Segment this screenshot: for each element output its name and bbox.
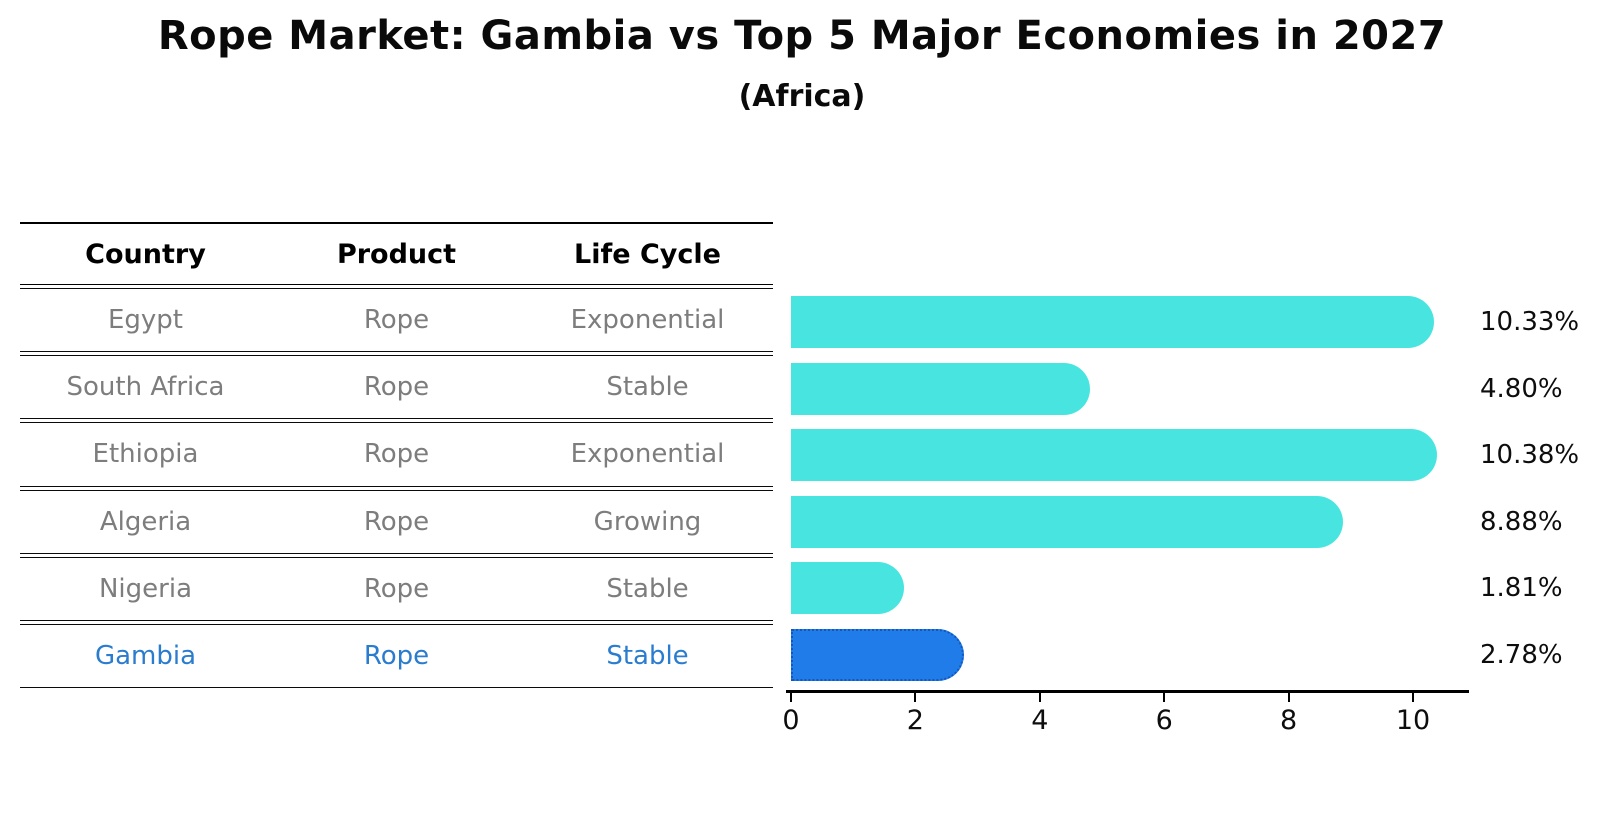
chart-subtitle: (Africa) [738, 79, 866, 114]
column-header-product: Product [336, 238, 457, 270]
table-row: South Africa Rope Stable [20, 355, 773, 420]
product-cell: Rope [363, 439, 430, 470]
product-cell: Rope [363, 372, 430, 403]
bar-row [791, 489, 1469, 556]
table-row: Ethiopia Rope Exponential [20, 422, 773, 487]
life-cycle-cell: Stable [606, 372, 689, 403]
country-cell: Egypt [107, 305, 184, 336]
product-cell: Rope [363, 305, 430, 336]
country-cell: Gambia [94, 640, 197, 671]
product-cell: Rope [363, 640, 430, 671]
x-axis-tick-label: 8 [1280, 705, 1298, 736]
table-row: Nigeria Rope Stable [20, 556, 773, 621]
value-label: 1.81% [1480, 573, 1563, 604]
value-label: 8.88% [1480, 506, 1563, 537]
table-row: Egypt Rope Exponential [20, 288, 773, 353]
bar-row [791, 622, 1469, 689]
x-axis-tick-label: 2 [906, 705, 924, 736]
x-axis-tick-mark [914, 692, 917, 702]
value-label: 10.38% [1480, 440, 1580, 471]
column-header-country: Country [85, 238, 206, 270]
life-cycle-cell: Exponential [570, 439, 725, 470]
column-header-life-cycle: Life Cycle [574, 238, 721, 270]
value-label: 2.78% [1480, 639, 1563, 670]
x-axis-tick-mark [790, 692, 792, 702]
x-axis-tick-label: 6 [1155, 705, 1173, 736]
bar-gambia-highlighted [791, 628, 964, 681]
x-axis-tick-mark [1038, 692, 1041, 702]
bar-egypt [791, 296, 1434, 348]
bar-row [791, 555, 1469, 622]
table-header-row: Country Product Life Cycle [20, 222, 773, 285]
value-label: 10.33% [1480, 307, 1580, 338]
x-axis-tick-label: 0 [782, 705, 800, 736]
life-cycle-cell: Growing [593, 506, 702, 537]
country-table: Country Product Life Cycle Egypt Rope Ex… [20, 222, 773, 689]
table-row-gambia-highlighted: Gambia Rope Stable [20, 623, 773, 689]
life-cycle-cell: Stable [606, 573, 689, 604]
product-cell: Rope [363, 573, 430, 604]
x-axis-tick-label: 4 [1031, 705, 1049, 736]
x-axis-tick-mark [1287, 692, 1290, 702]
x-axis: 0 2 4 6 8 10 [782, 690, 1469, 750]
country-cell: Algeria [99, 506, 192, 537]
bar-ethiopia [791, 429, 1437, 481]
life-cycle-cell: Stable [606, 640, 689, 671]
chart-title: Rope Market: Gambia vs Top 5 Major Econo… [157, 13, 1447, 59]
bar-row [791, 289, 1469, 356]
x-axis-line [786, 690, 1469, 693]
life-cycle-cell: Exponential [570, 305, 725, 336]
bar-value-labels: 10.33% 4.80% 10.38% 8.88% 1.81% 2.78% [1480, 289, 1600, 688]
bar-algeria [791, 495, 1344, 548]
bar-chart-plot-area [791, 289, 1469, 688]
country-cell: Nigeria [98, 573, 193, 604]
table-row: Algeria Rope Growing [20, 489, 773, 554]
x-axis-tick-label: 10 [1395, 705, 1431, 736]
bar-south-africa [791, 362, 1090, 415]
value-label: 4.80% [1480, 373, 1563, 404]
x-axis-tick-mark [1163, 692, 1166, 702]
bar-row [791, 356, 1469, 423]
country-cell: South Africa [66, 372, 225, 403]
bar-row [791, 422, 1469, 489]
country-cell: Ethiopia [92, 439, 199, 470]
x-axis-tick-mark [1412, 692, 1415, 702]
product-cell: Rope [363, 506, 430, 537]
bar-nigeria [791, 562, 904, 614]
